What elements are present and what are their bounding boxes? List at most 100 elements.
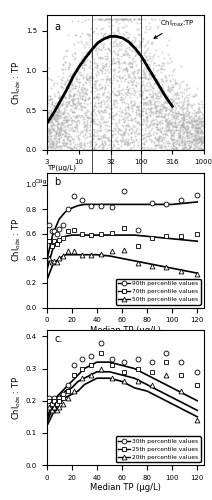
- Point: [123, 15, 127, 23]
- Point: [85, 74, 89, 82]
- Point: [63, 141, 66, 149]
- Point: [52, 116, 55, 124]
- Point: [145, 66, 148, 74]
- Point: [99, 52, 102, 60]
- Point: [103, 138, 107, 145]
- Point: [140, 143, 143, 151]
- Point: [93, 82, 96, 90]
- Point: [171, 67, 175, 75]
- Point: [179, 144, 183, 152]
- Point: [173, 126, 176, 134]
- Point: [185, 81, 188, 89]
- Point: [183, 116, 186, 124]
- Point: [161, 124, 164, 132]
- Point: [172, 138, 176, 146]
- Point: [199, 134, 202, 141]
- Point: [73, 50, 77, 58]
- Point: [162, 130, 165, 138]
- Point: [67, 92, 70, 100]
- Point: [168, 106, 172, 114]
- Point: [163, 98, 166, 106]
- Point: [45, 138, 49, 145]
- Point: [144, 98, 147, 106]
- Point: [93, 120, 96, 128]
- Point: [81, 106, 84, 114]
- Point: [49, 94, 52, 102]
- Point: [106, 136, 109, 143]
- Point: [159, 144, 163, 152]
- Point: [80, 128, 84, 136]
- Point: [61, 109, 65, 117]
- Point: [133, 34, 136, 42]
- Point: [91, 125, 95, 133]
- Point: [102, 64, 105, 72]
- Point: [58, 142, 61, 150]
- Point: [193, 135, 196, 143]
- Point: [46, 126, 50, 134]
- Point: [152, 138, 156, 146]
- Point: [81, 63, 84, 71]
- Point: [109, 96, 113, 104]
- Point: [173, 76, 177, 84]
- Point: [54, 132, 58, 140]
- Point: [159, 143, 163, 151]
- Point: [116, 26, 119, 34]
- Point: [73, 123, 77, 131]
- Point: [146, 37, 149, 45]
- Point: [70, 124, 74, 132]
- Point: [188, 128, 192, 136]
- Point: [105, 15, 108, 23]
- Point: [66, 109, 69, 117]
- Point: [183, 132, 186, 140]
- Point: [92, 80, 95, 88]
- Point: [153, 99, 156, 107]
- Point: [54, 127, 57, 135]
- Point: [73, 144, 76, 152]
- Point: [153, 120, 156, 128]
- Point: [73, 116, 76, 124]
- Point: [199, 139, 203, 147]
- Point: [96, 30, 99, 38]
- Point: [123, 140, 126, 148]
- Point: [129, 58, 132, 66]
- Point: [148, 98, 151, 106]
- Point: [195, 134, 198, 142]
- Point: [156, 141, 159, 149]
- Point: [145, 130, 148, 138]
- Point: [87, 74, 91, 82]
- Point: [198, 118, 201, 126]
- Point: [115, 54, 119, 62]
- Point: [163, 66, 166, 74]
- Point: [162, 104, 165, 112]
- Point: [145, 46, 148, 54]
- Point: [64, 65, 67, 73]
- Point: [149, 104, 153, 112]
- Point: [112, 136, 115, 144]
- Point: [157, 125, 160, 133]
- Point: [145, 143, 149, 151]
- Point: [187, 116, 191, 124]
- Point: [194, 136, 198, 143]
- Point: [140, 24, 143, 32]
- Point: [181, 124, 184, 132]
- Point: [84, 79, 88, 87]
- Point: [100, 106, 103, 114]
- Point: [71, 97, 75, 105]
- Point: [63, 116, 67, 124]
- Point: [174, 80, 177, 88]
- Point: [77, 38, 80, 46]
- Point: [137, 32, 141, 40]
- Point: [120, 24, 124, 32]
- Point: [148, 106, 152, 114]
- Point: [144, 100, 148, 108]
- Point: [64, 117, 67, 125]
- Point: [84, 126, 88, 134]
- Point: [147, 65, 150, 73]
- Point: [90, 138, 93, 146]
- Point: [55, 116, 58, 124]
- Point: [174, 126, 177, 134]
- Point: [138, 80, 141, 88]
- Point: [153, 90, 157, 98]
- Point: [119, 46, 123, 54]
- Point: [46, 134, 49, 142]
